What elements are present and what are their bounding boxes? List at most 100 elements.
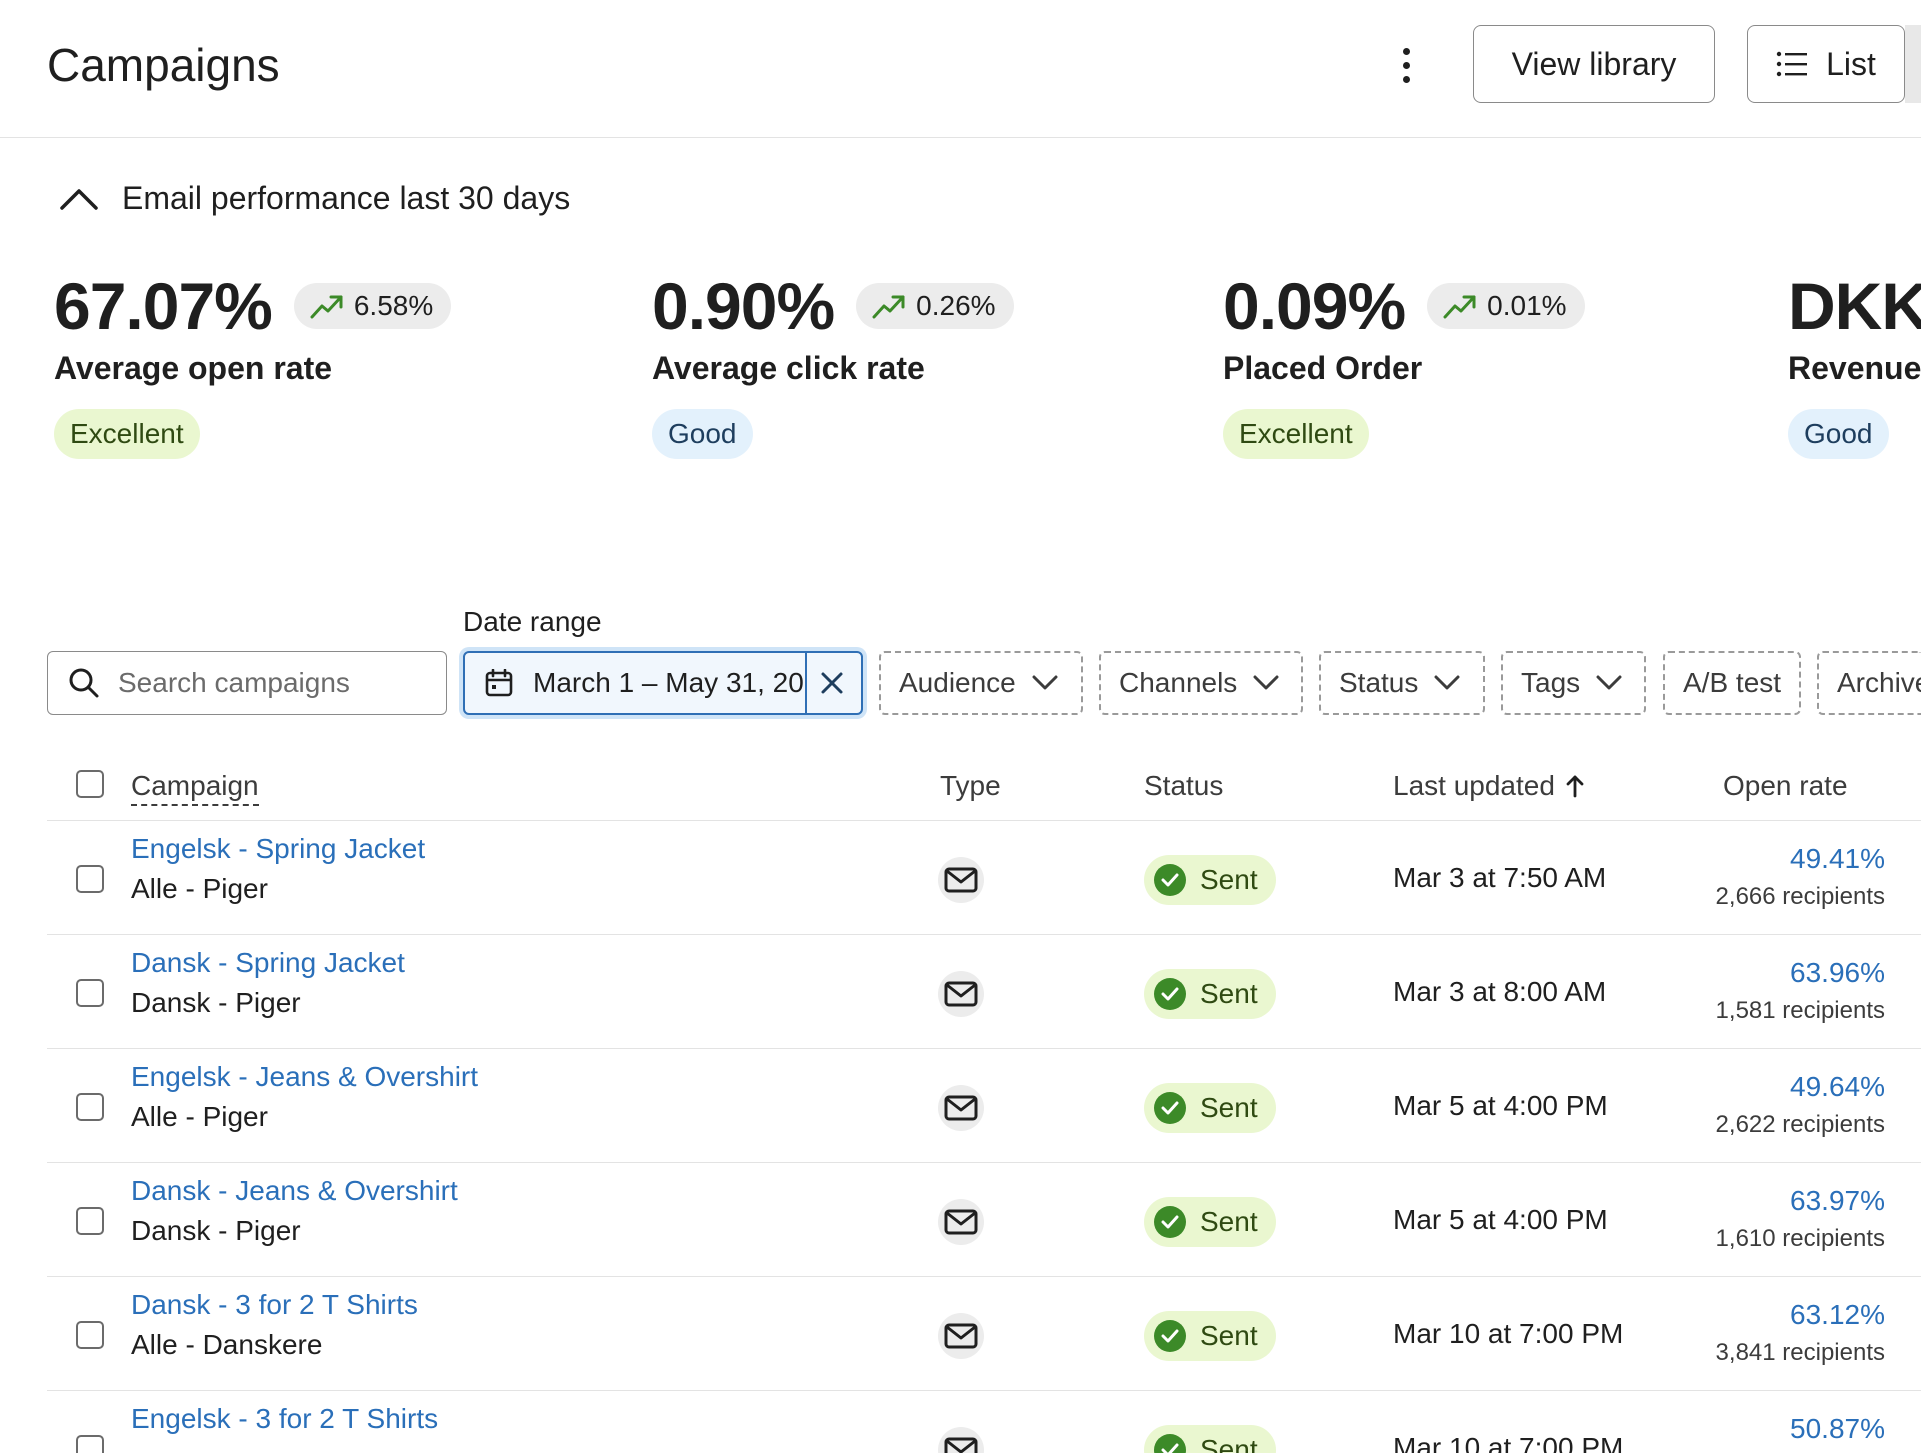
status-badge: Sent <box>1144 855 1276 905</box>
open-rate-link[interactable]: 63.96% <box>1790 957 1885 988</box>
campaign-name-link[interactable]: Dansk - 3 for 2 T Shirts <box>131 1289 418 1320</box>
metric-label: Average open rate <box>54 350 333 386</box>
column-header-last-updated[interactable]: Last updated <box>1393 770 1585 802</box>
row-checkbox[interactable] <box>76 979 104 1007</box>
select-all-checkbox[interactable] <box>76 770 104 798</box>
check-circle-icon <box>1154 1092 1186 1124</box>
email-type-badge <box>938 1199 984 1245</box>
open-rate-link[interactable]: 50.87% <box>1790 1413 1885 1444</box>
check-circle-icon <box>1154 978 1186 1010</box>
metric-label: Average click rate <box>652 350 925 386</box>
filter-channels[interactable]: Channels <box>1099 651 1303 715</box>
row-checkbox[interactable] <box>76 1321 104 1349</box>
metric-delta: 0.26% <box>856 283 1014 329</box>
row-divider <box>47 1048 1921 1049</box>
chevron-down-icon <box>1434 675 1460 690</box>
row-checkbox[interactable] <box>76 865 104 893</box>
rating-badge: Good <box>1788 409 1889 459</box>
table-row[interactable]: Dansk - 3 for 2 T Shirts Alle - Danskere… <box>0 1277 1921 1391</box>
email-icon <box>944 867 978 893</box>
campaign-name-link[interactable]: Dansk - Spring Jacket <box>131 947 405 978</box>
metric-value: 0.90% <box>652 269 835 343</box>
list-view-button[interactable]: List <box>1747 25 1905 103</box>
campaign-name-link[interactable]: Dansk - Jeans & Overshirt <box>131 1175 458 1206</box>
metric-placed-order: 0.09% 0.01% Placed Order Excellent <box>1223 268 1585 459</box>
filter-audience[interactable]: Audience <box>879 651 1083 715</box>
list-icon <box>1776 51 1808 77</box>
open-rate-link[interactable]: 63.97% <box>1790 1185 1885 1216</box>
table-row[interactable]: Dansk - Spring Jacket Dansk - Piger Sent… <box>0 935 1921 1049</box>
campaign-audience: Dansk - Piger <box>131 1215 301 1246</box>
email-type-badge <box>938 1085 984 1131</box>
campaign-audience: Alle - Piger <box>131 1101 268 1132</box>
campaign-name-link[interactable]: Engelsk - Spring Jacket <box>131 833 426 864</box>
status-label: Sent <box>1200 1092 1258 1123</box>
status-badge: Sent <box>1144 969 1276 1019</box>
header-divider <box>47 820 1921 821</box>
filter-tags[interactable]: Tags <box>1501 651 1646 715</box>
open-rate-link[interactable]: 49.41% <box>1790 843 1885 874</box>
table-row[interactable]: Dansk - Jeans & Overshirt Dansk - Piger … <box>0 1163 1921 1277</box>
search-input[interactable]: Search campaigns <box>47 651 447 715</box>
status-badge: Sent <box>1144 1083 1276 1133</box>
last-updated: Mar 10 at 7:00 PM <box>1393 1432 1624 1453</box>
clear-date-button[interactable] <box>807 671 857 695</box>
recipients-count: 1,610 recipients <box>1715 1225 1885 1252</box>
rating-badge: Good <box>652 409 753 459</box>
chevron-down-icon <box>1596 675 1622 690</box>
email-icon <box>944 981 978 1007</box>
campaign-audience: Alle - Danskere <box>131 1329 323 1360</box>
more-options-button[interactable] <box>1386 40 1426 90</box>
trend-up-icon <box>1443 295 1476 319</box>
filter-status[interactable]: Status <box>1319 651 1485 715</box>
row-checkbox[interactable] <box>76 1093 104 1121</box>
filter-ab-test[interactable]: A/B test <box>1663 651 1801 715</box>
status-label: Sent <box>1200 978 1258 1009</box>
chevron-up-icon <box>60 188 98 210</box>
row-divider <box>47 1162 1921 1163</box>
status-label: Sent <box>1200 864 1258 895</box>
kebab-dot <box>1402 47 1410 55</box>
open-rate-link[interactable]: 63.12% <box>1790 1299 1885 1330</box>
performance-toggle-label: Email performance last 30 days <box>122 180 571 216</box>
chevron-down-icon <box>1253 675 1279 690</box>
open-rate-link[interactable]: 49.64% <box>1790 1071 1885 1102</box>
metric-delta: 0.01% <box>1427 283 1585 329</box>
email-type-badge <box>938 1427 984 1453</box>
page-title: Campaigns <box>47 39 280 91</box>
status-label: Sent <box>1200 1320 1258 1351</box>
filter-ab-test-label: A/B test <box>1683 667 1782 698</box>
column-header-last-updated-label: Last updated <box>1393 770 1555 801</box>
row-checkbox[interactable] <box>76 1435 104 1453</box>
table-row[interactable]: Engelsk - Spring Jacket Alle - Piger Sen… <box>0 821 1921 935</box>
table-row[interactable]: Engelsk - Jeans & Overshirt Alle - Piger… <box>0 1049 1921 1163</box>
chevron-down-icon <box>1032 675 1058 690</box>
performance-toggle[interactable]: Email performance last 30 days <box>60 180 570 217</box>
campaign-name-link[interactable]: Engelsk - Jeans & Overshirt <box>131 1061 479 1092</box>
list-label: List <box>1826 45 1876 82</box>
last-updated: Mar 3 at 8:00 AM <box>1393 976 1607 1007</box>
metric-value: 0.09% <box>1223 269 1406 343</box>
column-header-campaign[interactable]: Campaign <box>131 770 259 806</box>
filter-channels-label: Channels <box>1119 667 1238 698</box>
date-range-field[interactable]: March 1 – May 31, 2024 <box>463 651 863 715</box>
campaign-audience: Dansk - Piger <box>131 987 301 1018</box>
date-range-label: Date range <box>463 606 602 637</box>
table-row[interactable]: Engelsk - 3 for 2 T Shirts Sent Mar 10 a… <box>0 1391 1921 1453</box>
campaign-name-link[interactable]: Engelsk - 3 for 2 T Shirts <box>131 1403 439 1434</box>
kebab-dot <box>1402 61 1410 69</box>
view-library-button[interactable]: View library <box>1473 25 1715 103</box>
page-header <box>0 0 1921 138</box>
metric-open-rate: 67.07% 6.58% Average open rate Excellent <box>54 268 452 459</box>
metric-delta-value: 0.01% <box>1487 290 1567 321</box>
email-icon <box>944 1095 978 1121</box>
email-type-badge <box>938 1313 984 1359</box>
filter-audience-label: Audience <box>899 667 1016 698</box>
filter-archived[interactable]: Archived <box>1817 651 1921 715</box>
column-header-open-rate[interactable]: Open rate <box>1723 770 1848 801</box>
adjacent-toggle-edge[interactable] <box>1905 25 1921 103</box>
search-placeholder: Search campaigns <box>118 667 350 698</box>
row-checkbox[interactable] <box>76 1207 104 1235</box>
recipients-count: 2,666 recipients <box>1715 883 1885 910</box>
email-icon <box>944 1323 978 1349</box>
